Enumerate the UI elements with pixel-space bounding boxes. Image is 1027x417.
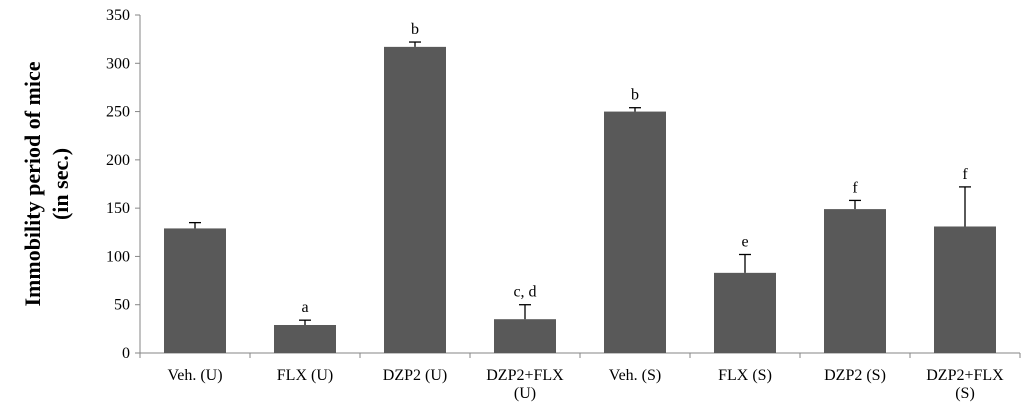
- bar: [934, 226, 996, 353]
- y-tick-label: 300: [106, 55, 130, 72]
- y-axis-title-line: (in sec.): [48, 148, 73, 220]
- x-category-label: FLX (U): [277, 367, 333, 384]
- bar: [604, 111, 666, 353]
- bar: [494, 319, 556, 353]
- significance-label: b: [631, 87, 639, 104]
- x-category-label: DZP2 (U): [383, 367, 447, 384]
- significance-label: b: [411, 21, 419, 38]
- x-category-label: (S): [955, 385, 975, 402]
- bar: [164, 228, 226, 353]
- y-axis-title: Immobility period of mice (in sec.): [20, 61, 73, 306]
- x-category-label: Veh. (U): [167, 367, 222, 384]
- significance-label: a: [301, 299, 308, 316]
- bar: [824, 209, 886, 353]
- x-category-label: DZP2 (S): [824, 367, 886, 384]
- bar: [714, 272, 776, 353]
- x-category-label: DZP2+FLX: [486, 367, 564, 384]
- significance-label: c, d: [513, 284, 536, 301]
- y-tick-label: 250: [106, 104, 130, 121]
- category-labels: Veh. (U) FLX (U) DZP2 (U) DZP2+FLX(U)Veh. (…: [167, 367, 1004, 402]
- y-tick-label: 150: [106, 200, 130, 217]
- y-axis: 0 50 100 150 200 250 300 350: [106, 7, 141, 362]
- x-category-label: Veh. (S): [609, 367, 661, 384]
- y-tick-label: 50: [114, 297, 130, 314]
- y-tick-label: 0: [122, 345, 130, 362]
- error-bars: [189, 41, 971, 325]
- x-category-label: (U): [514, 385, 536, 402]
- bar: [384, 46, 446, 354]
- y-axis-title-line: Immobility period of mice: [20, 61, 45, 306]
- x-axis: [139, 352, 1021, 358]
- x-category-label: FLX (S): [718, 367, 772, 384]
- y-tick-label: 200: [106, 152, 130, 169]
- y-tick-label: 100: [106, 248, 130, 265]
- significance-label: f: [962, 166, 968, 183]
- significance-label: f: [852, 179, 858, 196]
- x-category-label: DZP2+FLX: [926, 367, 1004, 384]
- bars: [164, 46, 996, 354]
- bar: [274, 324, 336, 353]
- y-tick-label: 350: [106, 7, 130, 24]
- significance-label: e: [741, 233, 748, 250]
- significance-labels: a b c, d b e f f: [301, 21, 968, 316]
